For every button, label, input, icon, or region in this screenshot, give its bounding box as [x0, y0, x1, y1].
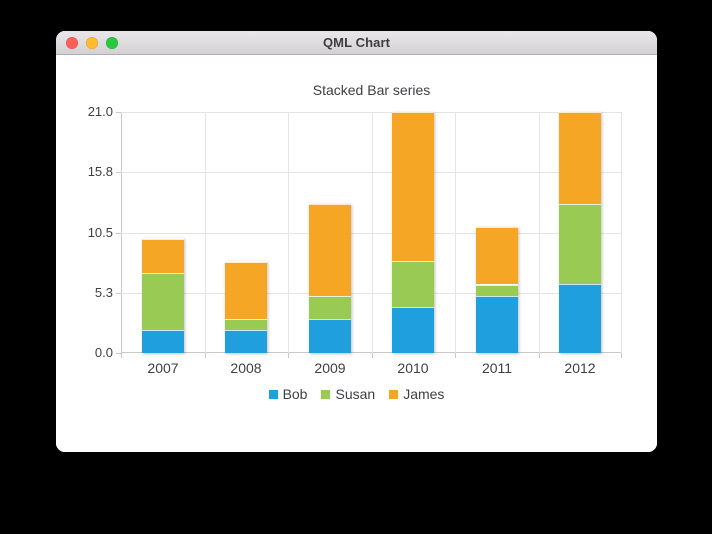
close-button[interactable]: [66, 37, 78, 49]
x-tick-label: 2010: [397, 360, 429, 376]
h-gridline: [121, 293, 622, 294]
bar-segment-james-2009: [309, 204, 351, 296]
y-axis-tick: [116, 233, 121, 234]
bar-segment-bob-2010: [392, 307, 434, 353]
bar-segment-bob-2011: [476, 296, 518, 353]
x-tick-label: 2012: [564, 360, 596, 376]
x-tick-label: 2011: [481, 360, 513, 376]
bar-segment-susan-2008: [225, 319, 267, 330]
stacked-bar-2010: [392, 112, 434, 353]
y-tick-label: 0.0: [94, 345, 113, 360]
x-axis-tick: [455, 353, 456, 358]
h-gridline: [121, 233, 622, 234]
y-axis-tick: [116, 172, 121, 173]
x-tick-label: 2008: [230, 360, 262, 376]
legend: Bob Susan James: [56, 386, 657, 402]
bar-segment-susan-2007: [142, 273, 184, 330]
x-tick-label: 2009: [314, 360, 346, 376]
legend-marker-icon: [321, 389, 331, 399]
chart-title: Stacked Bar series: [312, 82, 431, 98]
x-axis-tick: [621, 353, 622, 358]
bar-segment-bob-2009: [309, 319, 351, 353]
legend-item-bob: Bob: [268, 386, 308, 402]
v-gridline: [621, 112, 622, 353]
v-gridline: [288, 112, 289, 353]
bar-segment-james-2008: [225, 262, 267, 319]
bar-segment-bob-2007: [142, 330, 184, 353]
stacked-bar-2011: [476, 227, 518, 353]
legend-label: James: [403, 386, 445, 402]
x-axis-tick: [288, 353, 289, 358]
y-axis-line: [121, 112, 122, 353]
bar-segment-james-2011: [476, 227, 518, 284]
y-axis-tick: [116, 112, 121, 113]
y-tick-label: 21.0: [87, 104, 113, 119]
legend-label: Susan: [335, 386, 376, 402]
v-gridline: [455, 112, 456, 353]
x-tick-label: 2007: [147, 360, 179, 376]
x-axis-tick: [121, 353, 122, 358]
h-gridline: [121, 172, 622, 173]
v-gridline: [205, 112, 206, 353]
h-gridline: [121, 112, 622, 113]
y-axis-tick: [116, 293, 121, 294]
bar-segment-james-2010: [392, 112, 434, 261]
bar-segment-bob-2008: [225, 330, 267, 353]
chart-view: Stacked Bar series 0.0 5.3 10.5 15.8 21.0 20…: [56, 55, 657, 452]
y-axis-tick: [116, 353, 121, 354]
bar-segment-susan-2012: [559, 204, 601, 284]
window-title: QML Chart: [322, 35, 391, 50]
stacked-bar-2012: [559, 112, 601, 353]
legend-item-james: James: [389, 386, 444, 402]
bar-segment-bob-2012: [559, 284, 601, 353]
v-gridline: [372, 112, 373, 353]
y-tick-label: 15.8: [87, 164, 113, 179]
legend-label: Bob: [282, 386, 308, 402]
stacked-bar-2009: [309, 204, 351, 353]
plot-area: [116, 112, 622, 358]
qml-chart-window: QML Chart Stacked Bar series 0.0 5.3 10.5 1…: [56, 31, 657, 452]
bar-segment-susan-2011: [476, 285, 518, 296]
v-gridline: [539, 112, 540, 353]
legend-marker-icon: [389, 389, 399, 399]
x-axis-line: [121, 352, 622, 353]
zoom-button[interactable]: [106, 37, 118, 49]
x-axis-tick: [372, 353, 373, 358]
stacked-bar-2008: [225, 261, 267, 353]
minimize-button[interactable]: [86, 37, 98, 49]
bar-segment-james-2007: [142, 239, 184, 273]
bar-segment-james-2012: [559, 112, 601, 204]
y-tick-label: 5.3: [94, 285, 113, 300]
traffic-light-buttons: [66, 37, 118, 49]
window-titlebar[interactable]: QML Chart: [56, 31, 657, 55]
x-axis-tick: [205, 353, 206, 358]
legend-marker-icon: [268, 389, 278, 399]
x-axis-tick: [539, 353, 540, 358]
y-tick-label: 10.5: [87, 225, 113, 240]
legend-item-susan: Susan: [321, 386, 375, 402]
bar-segment-susan-2010: [392, 261, 434, 307]
stacked-bar-2007: [142, 238, 184, 353]
bar-segment-susan-2009: [309, 296, 351, 319]
